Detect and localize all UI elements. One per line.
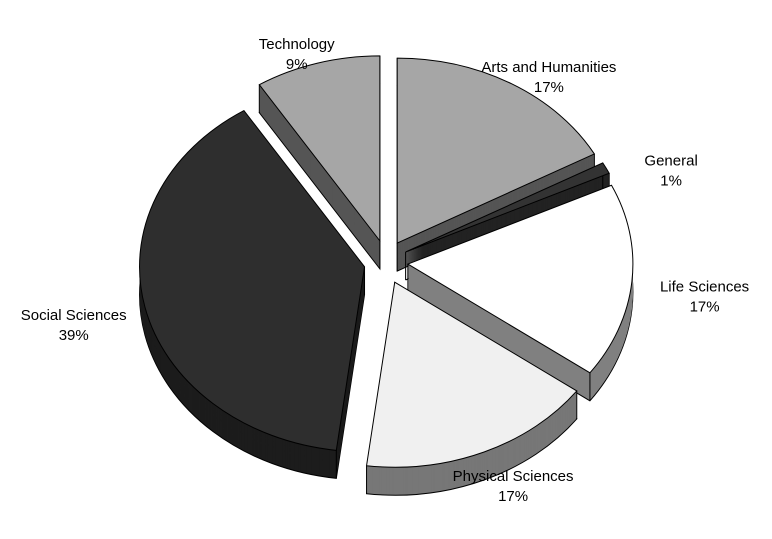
slice — [258, 55, 381, 243]
slice-label: General — [644, 153, 697, 170]
slice-value-label: 17% — [690, 299, 720, 316]
slice-value-label: 39% — [59, 327, 89, 344]
slice-value-label: 1% — [660, 173, 682, 190]
slice-value-label: 17% — [534, 79, 564, 96]
slice — [365, 281, 578, 468]
slice-label: Social Sciences — [21, 307, 127, 324]
slice-group — [365, 281, 578, 496]
slice-label: Arts and Humanities — [481, 59, 616, 76]
slice-label: Physical Sciences — [453, 468, 574, 485]
slice-group — [406, 184, 634, 402]
slice — [406, 184, 634, 374]
slice-group — [258, 55, 381, 271]
slice-group — [139, 109, 366, 479]
slice — [405, 162, 610, 253]
slice-label: Technology — [259, 36, 335, 53]
slice-value-label: 9% — [286, 56, 308, 73]
slice-group — [396, 57, 596, 272]
slice-value-label: 17% — [498, 488, 528, 505]
slice-label: Life Sciences — [660, 279, 749, 296]
slice — [139, 109, 366, 451]
slice — [396, 57, 596, 244]
